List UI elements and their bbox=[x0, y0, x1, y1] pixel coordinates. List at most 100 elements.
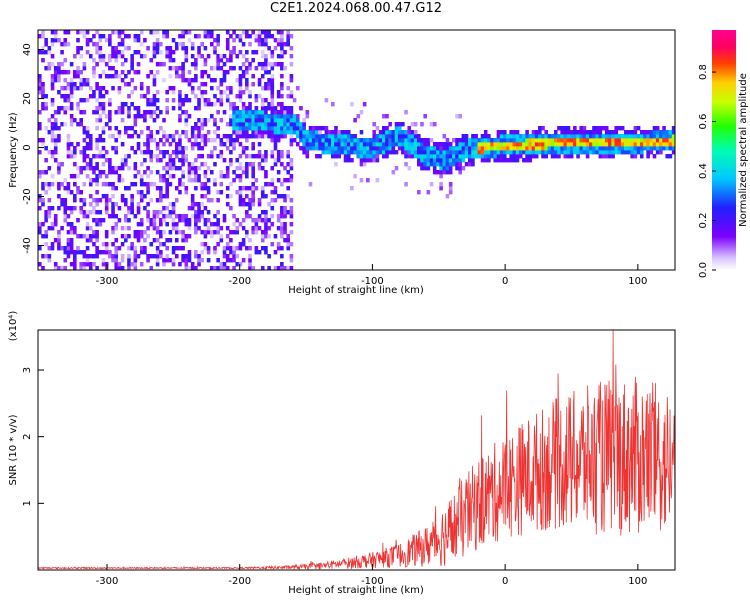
heatmap-cell bbox=[79, 150, 83, 155]
heatmap-cell bbox=[611, 150, 615, 155]
heatmap-cell bbox=[57, 182, 61, 187]
heatmap-cell bbox=[353, 150, 357, 155]
heatmap-cell bbox=[155, 142, 160, 147]
snr-y-scale-note: (x10⁴) bbox=[8, 311, 19, 342]
heatmap-cell bbox=[503, 154, 507, 159]
heatmap-cell bbox=[219, 90, 224, 95]
snr-y-label: SNR (10 * v/v) bbox=[8, 414, 19, 485]
heatmap-cell bbox=[155, 170, 160, 175]
heatmap-cell bbox=[63, 122, 68, 127]
heatmap-cell bbox=[496, 142, 501, 147]
heatmap-cell bbox=[130, 54, 134, 59]
heatmap-cell bbox=[209, 198, 214, 203]
heatmap-cell bbox=[359, 130, 364, 135]
heatmap-cell bbox=[589, 142, 593, 147]
heatmap-cell bbox=[143, 230, 147, 235]
heatmap-cell bbox=[101, 126, 106, 131]
heatmap-cell bbox=[92, 218, 96, 223]
heatmap-cell bbox=[362, 146, 367, 151]
heatmap-cell bbox=[576, 146, 580, 151]
heatmap-cell bbox=[286, 122, 291, 127]
heatmap-cell bbox=[334, 142, 338, 147]
heatmap-cell bbox=[146, 146, 150, 151]
x-tick-label: 0 bbox=[502, 276, 508, 287]
heatmap-cell bbox=[665, 134, 670, 139]
heatmap-cell bbox=[130, 134, 134, 139]
heatmap-cell bbox=[85, 30, 90, 35]
heatmap-cell bbox=[557, 150, 561, 155]
heatmap-cell bbox=[127, 218, 131, 223]
heatmap-cell bbox=[420, 166, 424, 171]
heatmap-cell bbox=[178, 118, 182, 123]
heatmap-cell bbox=[162, 214, 166, 219]
heatmap-cell bbox=[560, 146, 564, 151]
heatmap-cell bbox=[589, 138, 593, 143]
heatmap-cell bbox=[611, 154, 615, 159]
heatmap-cell bbox=[101, 242, 106, 247]
heatmap-cell bbox=[245, 110, 249, 115]
heatmap-cell bbox=[213, 102, 217, 107]
heatmap-cell bbox=[117, 74, 122, 79]
heatmap-cell bbox=[232, 126, 236, 131]
heatmap-cell bbox=[260, 166, 265, 171]
heatmap-cell bbox=[50, 82, 55, 87]
heatmap-cell bbox=[53, 238, 58, 243]
heatmap-cell bbox=[461, 142, 466, 147]
y-tick-label: 1 bbox=[22, 500, 33, 506]
heatmap-cell bbox=[155, 214, 160, 219]
heatmap-cell bbox=[232, 170, 236, 175]
heatmap-cell bbox=[452, 138, 456, 143]
heatmap-cell bbox=[190, 134, 195, 139]
heatmap-cell bbox=[550, 150, 555, 155]
heatmap-cell bbox=[385, 126, 389, 131]
heatmap-cell bbox=[646, 150, 650, 155]
heatmap-cell bbox=[181, 98, 185, 103]
heatmap-cell bbox=[206, 210, 211, 215]
heatmap-cell bbox=[544, 150, 548, 155]
heatmap-cell bbox=[114, 74, 119, 79]
heatmap-cell bbox=[232, 258, 236, 263]
heatmap-cell bbox=[375, 138, 380, 143]
heatmap-cell bbox=[63, 198, 68, 203]
heatmap-cell bbox=[50, 98, 55, 103]
heatmap-cell bbox=[79, 210, 83, 215]
heatmap-cell bbox=[257, 214, 262, 219]
heatmap-cell bbox=[206, 218, 211, 223]
snr-x-axis: -300 -200 -100 0 100 bbox=[96, 564, 647, 587]
heatmap-cell bbox=[649, 142, 654, 147]
heatmap-cell bbox=[248, 214, 252, 219]
heatmap-cell bbox=[601, 138, 606, 143]
heatmap-cell bbox=[222, 246, 227, 251]
heatmap-cell bbox=[216, 198, 220, 203]
heatmap-cell bbox=[155, 38, 160, 43]
heatmap-cell bbox=[353, 118, 357, 123]
heatmap-cell bbox=[620, 138, 625, 143]
heatmap-cell bbox=[531, 138, 536, 143]
heatmap-cell bbox=[232, 130, 236, 135]
heatmap-cell bbox=[194, 166, 198, 171]
heatmap-cell bbox=[171, 258, 176, 263]
heatmap-cell bbox=[289, 34, 294, 39]
heatmap-cell bbox=[57, 162, 61, 167]
heatmap-cell bbox=[108, 126, 112, 131]
heatmap-cell bbox=[194, 174, 198, 179]
heatmap-cell bbox=[50, 182, 55, 187]
heatmap-cell bbox=[270, 82, 275, 87]
heatmap-cell bbox=[209, 78, 214, 83]
heatmap-cell bbox=[232, 122, 236, 127]
heatmap-cell bbox=[152, 218, 157, 223]
heatmap-cell bbox=[53, 118, 58, 123]
y-tick-label: 40 bbox=[22, 43, 33, 56]
heatmap-cell bbox=[248, 122, 252, 127]
heatmap-cell bbox=[662, 134, 666, 139]
heatmap-cell bbox=[238, 186, 243, 191]
heatmap-cell bbox=[270, 130, 275, 135]
heatmap-cell bbox=[369, 142, 373, 147]
heatmap-cell bbox=[512, 154, 517, 159]
heatmap-cell bbox=[38, 110, 42, 115]
heatmap-cell bbox=[194, 266, 198, 270]
heatmap-cell bbox=[397, 138, 402, 143]
heatmap-cell bbox=[95, 266, 99, 270]
heatmap-cell bbox=[88, 142, 93, 147]
heatmap-cell bbox=[563, 130, 568, 135]
